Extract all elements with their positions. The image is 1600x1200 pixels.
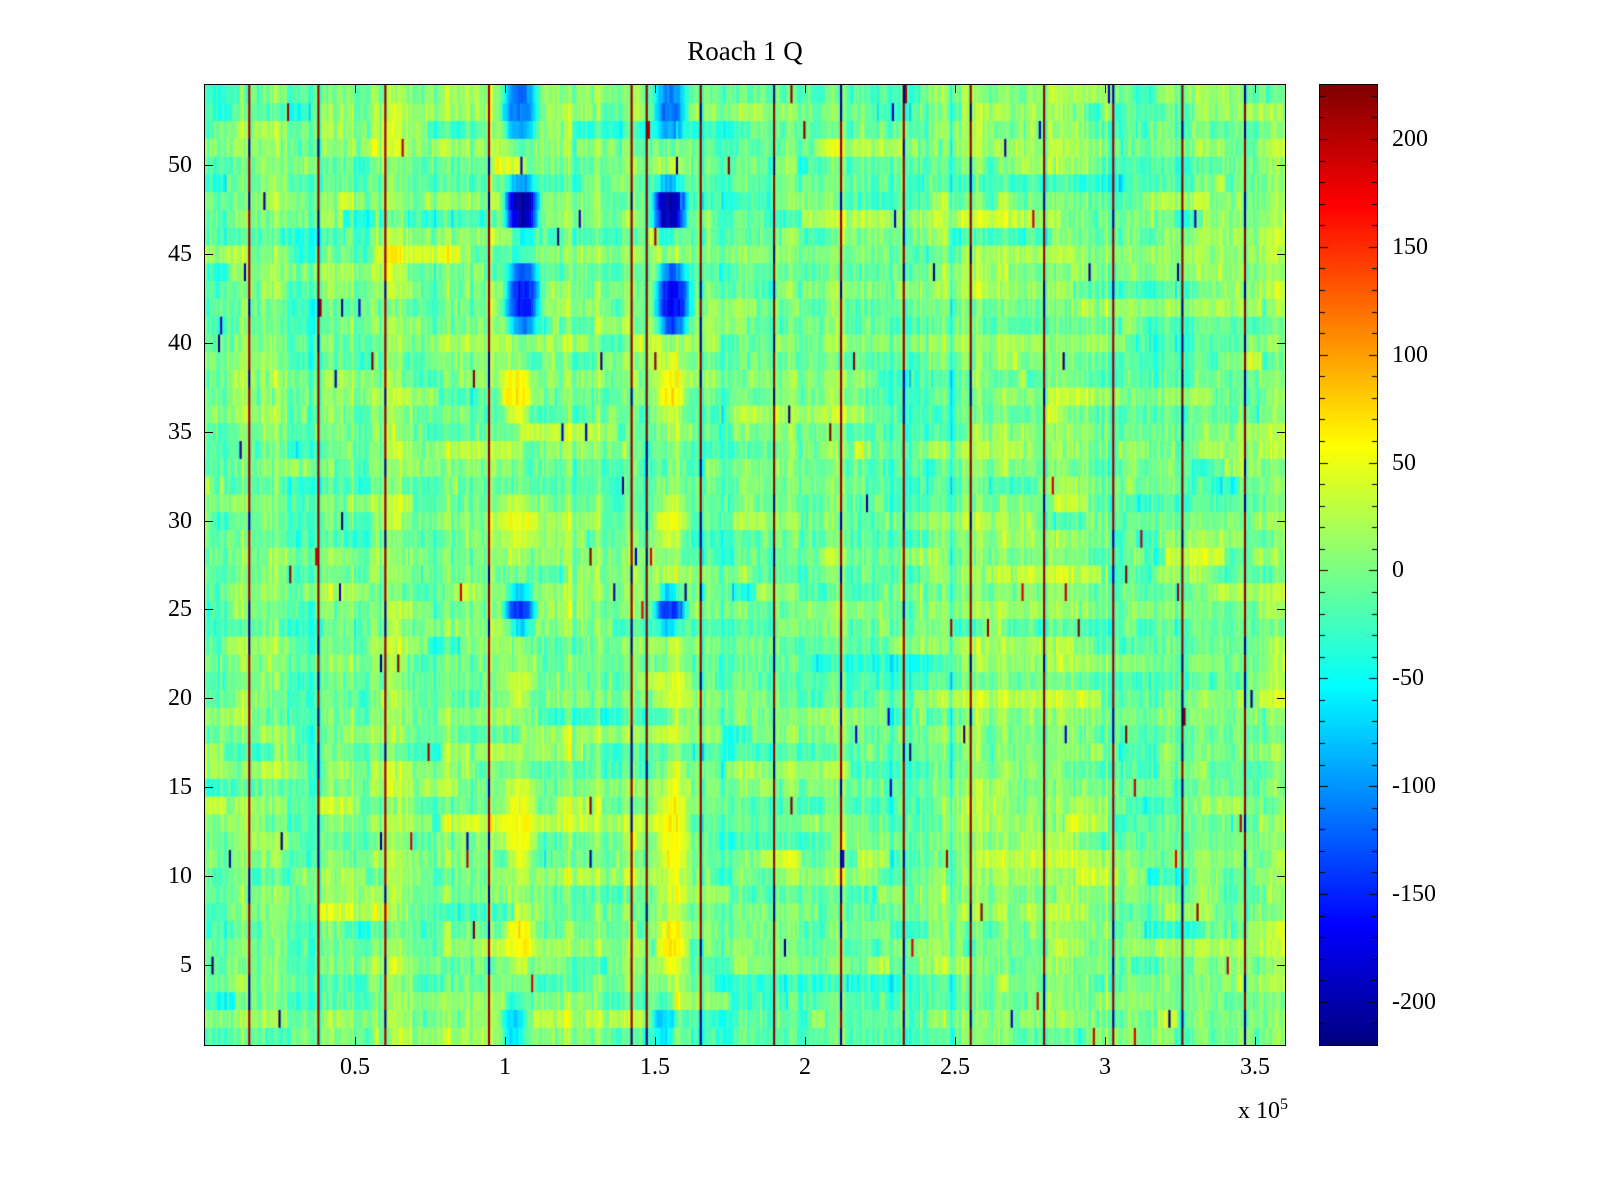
y-tick-label: 25 — [168, 596, 192, 623]
y-tick-label: 50 — [168, 152, 192, 178]
y-tick-label: 10 — [168, 863, 192, 890]
x-tick-label: 1.5 — [640, 1054, 670, 1080]
x-tick-label: 2 — [799, 1054, 811, 1080]
x-axis-exponent-prefix: x 10 — [1238, 1098, 1280, 1124]
y-tick-mark — [1277, 787, 1285, 788]
x-tick-mark — [655, 85, 656, 93]
x-tick-label: 3.5 — [1240, 1054, 1270, 1080]
chart-title: Roach 1 Q — [687, 36, 803, 66]
y-tick-mark — [1277, 965, 1285, 966]
y-tick-mark — [205, 254, 213, 255]
y-tick-mark — [1277, 165, 1285, 166]
y-tick-mark — [205, 165, 213, 166]
y-tick-label: 5 — [180, 952, 192, 978]
colorbar-tick-label: -200 — [1392, 988, 1436, 1015]
y-tick-mark — [205, 343, 213, 344]
colorbar-tick-label: 100 — [1392, 341, 1428, 368]
y-tick-mark — [1277, 876, 1285, 877]
y-tick-mark — [1277, 254, 1285, 255]
y-tick-mark — [205, 787, 213, 788]
x-tick-mark — [1255, 85, 1256, 93]
y-tick-label: 15 — [168, 774, 192, 801]
x-tick-mark — [655, 1037, 656, 1045]
colorbar-canvas — [1319, 84, 1378, 1046]
x-tick-mark — [355, 1037, 356, 1045]
x-tick-mark — [955, 1037, 956, 1045]
y-tick-mark — [1277, 521, 1285, 522]
x-tick-mark — [1255, 1037, 1256, 1045]
y-tick-label: 30 — [168, 507, 192, 534]
y-tick-label: 35 — [168, 418, 192, 445]
colorbar-tick-label: 200 — [1392, 125, 1428, 152]
y-tick-mark — [1277, 609, 1285, 610]
y-tick-label: 40 — [168, 329, 192, 356]
x-tick-mark — [1105, 1037, 1106, 1045]
x-tick-mark — [955, 85, 956, 93]
x-axis-exponent-power: 5 — [1280, 1096, 1288, 1113]
colorbar-tick-label: 50 — [1392, 449, 1416, 476]
y-tick-label: 20 — [168, 685, 192, 712]
y-tick-mark — [205, 876, 213, 877]
heatmap-canvas — [204, 84, 1286, 1046]
x-tick-mark — [505, 85, 506, 93]
y-tick-mark — [205, 521, 213, 522]
y-tick-label: 45 — [168, 240, 192, 267]
x-tick-label: 3 — [1099, 1054, 1111, 1080]
y-tick-mark — [1277, 432, 1285, 433]
colorbar-tick-label: -50 — [1392, 665, 1424, 692]
x-tick-mark — [805, 1037, 806, 1045]
y-tick-mark — [205, 965, 213, 966]
y-tick-mark — [205, 698, 213, 699]
y-tick-mark — [205, 432, 213, 433]
x-axis-exponent: x 105 — [1150, 1096, 1288, 1125]
colorbar-tick-label: 0 — [1392, 557, 1404, 584]
x-tick-label: 1 — [499, 1054, 511, 1080]
y-tick-mark — [205, 609, 213, 610]
x-tick-mark — [355, 85, 356, 93]
colorbar-tick-label: -150 — [1392, 880, 1436, 907]
x-tick-mark — [505, 1037, 506, 1045]
y-tick-mark — [1277, 343, 1285, 344]
colorbar-tick-label: 150 — [1392, 233, 1428, 260]
x-tick-mark — [805, 85, 806, 93]
x-tick-label: 2.5 — [940, 1054, 970, 1080]
x-tick-label: 0.5 — [340, 1054, 370, 1080]
y-tick-mark — [1277, 698, 1285, 699]
x-tick-mark — [1105, 85, 1106, 93]
colorbar-tick-label: -100 — [1392, 773, 1436, 800]
